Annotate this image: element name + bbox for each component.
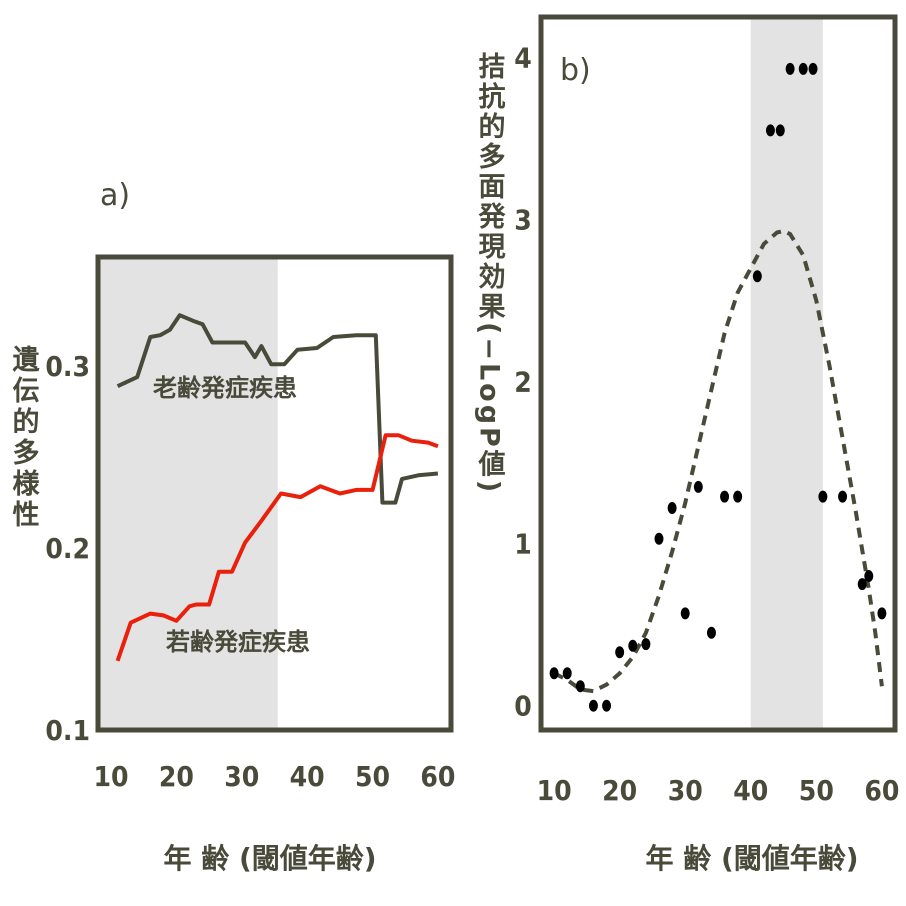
data-point	[693, 480, 703, 493]
y-tick-label: 0.2	[45, 532, 90, 565]
data-point	[667, 501, 677, 514]
y-tick-label: 0.1	[45, 714, 90, 747]
series-line-young-onset	[115, 433, 439, 662]
panel-b-frame	[538, 14, 898, 733]
panel-a-x-ticks: 10 20 30 40 50 60	[94, 760, 456, 793]
data-point	[720, 490, 730, 503]
data-point	[680, 607, 690, 620]
data-point	[733, 490, 743, 503]
panel-b-x-axis-label: 年 齢 (閾値年齢)	[645, 842, 858, 875]
panel-b-shaded-region	[750, 17, 823, 730]
x-tick-label: 20	[159, 760, 194, 793]
x-tick-label: 30	[668, 774, 703, 807]
x-tick-label: 60	[420, 760, 455, 793]
x-tick-label: 60	[864, 774, 899, 807]
panel-a-y-ticks: 0.1 0.2 0.3	[45, 350, 90, 747]
panel-b-trend-curve	[553, 228, 884, 694]
panel-a-x-axis-label: 年 齢 (閾値年齢)	[163, 842, 376, 875]
data-point	[602, 699, 612, 712]
panel-b-y-axis-label: 拮抗的多面発現効果(−LogP値)	[474, 52, 507, 495]
panel-a: a) 0.1 0.2 0.3 10 20 30 40 50 60 遺伝的多様性 年 齢 (閾値…	[8, 178, 456, 875]
data-point	[864, 570, 874, 583]
data-point	[877, 607, 887, 620]
series-label-young-onset: 若齢発症疾患	[165, 628, 310, 656]
panel-b-points	[549, 62, 887, 712]
x-tick-label: 40	[290, 760, 325, 793]
y-tick-label: 0	[514, 690, 532, 723]
series-label-old-onset: 老齢発症疾患	[153, 374, 297, 402]
data-point	[808, 62, 818, 75]
data-point	[818, 490, 828, 503]
panel-a-frame	[95, 254, 454, 733]
x-tick-label: 10	[94, 760, 129, 793]
data-point	[775, 124, 785, 137]
x-tick-label: 40	[733, 774, 768, 807]
data-point	[562, 667, 572, 680]
data-point	[798, 62, 808, 75]
y-tick-label: 2	[514, 366, 532, 399]
data-point	[628, 639, 638, 652]
x-tick-label: 50	[799, 774, 834, 807]
x-tick-label: 30	[224, 760, 259, 793]
data-point	[588, 699, 598, 712]
data-point	[857, 578, 867, 591]
x-tick-label: 20	[602, 774, 637, 807]
y-tick-label: 0.3	[45, 350, 90, 383]
data-point	[765, 124, 775, 137]
panel-a-y-axis-label: 遺伝的多様性	[8, 345, 40, 531]
y-tick-label: 3	[514, 204, 532, 237]
data-point	[615, 646, 625, 659]
data-point	[706, 626, 716, 639]
panel-a-shaded-region	[98, 257, 278, 730]
panel-a-series	[115, 313, 439, 662]
panel-a-label: a)	[100, 178, 130, 213]
data-point	[752, 270, 762, 283]
data-point	[549, 667, 559, 680]
data-point	[575, 680, 585, 693]
panel-b-y-ticks: 0 1 2 3 4	[514, 42, 532, 723]
data-point	[654, 532, 664, 545]
panel-b-x-ticks: 10 20 30 40 50 60	[537, 774, 900, 807]
series-line-old-onset	[116, 313, 439, 505]
data-point	[838, 490, 848, 503]
x-tick-label: 10	[537, 774, 572, 807]
y-tick-label: 4	[514, 42, 532, 75]
panel-b-label: b)	[560, 53, 591, 88]
data-point	[641, 638, 651, 651]
y-tick-label: 1	[514, 528, 532, 561]
x-tick-label: 50	[355, 760, 390, 793]
data-point	[785, 62, 795, 75]
